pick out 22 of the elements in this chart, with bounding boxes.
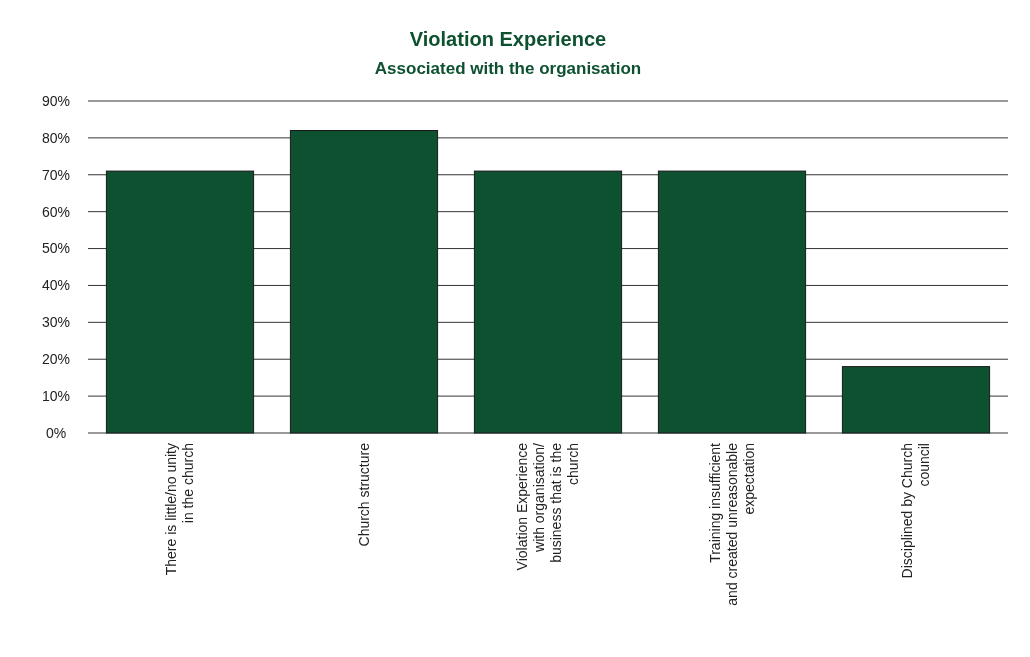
x-tick-label: There is little/no unity in the church	[163, 443, 197, 576]
x-tick-label: Violation Experience with organisation/ business that is the church	[514, 442, 582, 571]
y-tick-label: 60%	[41, 203, 71, 220]
y-tick-label: 70%	[41, 166, 71, 183]
x-tick-label: Training insufficient and created unreasonable expectation	[706, 442, 757, 606]
bar	[105, 170, 255, 434]
y-tick-label: 90%	[41, 92, 71, 109]
y-tick-label: 50%	[41, 240, 71, 257]
y-tick-label: 80%	[41, 129, 71, 146]
x-tick-label: Church structure	[355, 442, 372, 547]
bar	[657, 170, 807, 434]
y-tick-label: 10%	[41, 388, 71, 405]
bar	[289, 130, 439, 434]
y-tick-label: 40%	[41, 277, 71, 294]
x-tick-label: Disciplined by Church council	[899, 443, 933, 579]
bar	[473, 170, 623, 434]
y-tick-label: 20%	[41, 351, 71, 368]
chart-subtitle: Associated with the organisation	[374, 59, 642, 78]
chart-title: Violation Experience	[409, 28, 607, 50]
bar	[841, 366, 991, 434]
y-tick-label: 0%	[45, 424, 67, 441]
y-tick-label: 30%	[41, 314, 71, 331]
